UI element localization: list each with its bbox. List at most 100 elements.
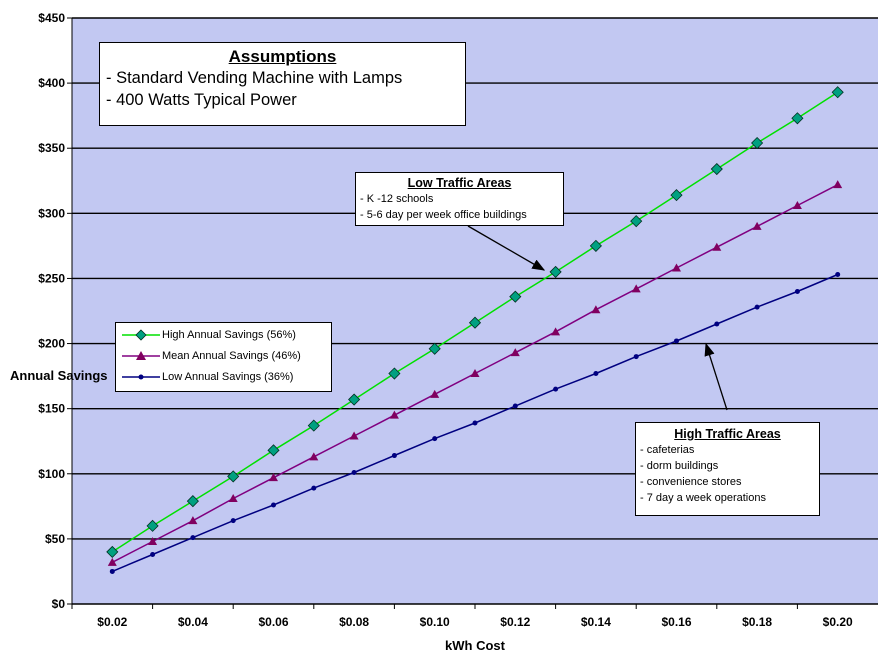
data-point	[430, 389, 440, 398]
y-tick-label: $100	[38, 467, 65, 481]
x-tick-label: $0.10	[420, 615, 450, 629]
data-point	[107, 557, 117, 566]
assumption-item: - 400 Watts Typical Power	[106, 91, 297, 109]
data-point	[186, 495, 199, 508]
assumptions-box: Assumptions - Standard Vending Machine w…	[99, 42, 466, 126]
data-point	[148, 536, 158, 545]
data-point	[428, 342, 441, 355]
data-point	[791, 112, 804, 125]
data-point	[714, 321, 720, 327]
data-point	[267, 444, 280, 457]
y-axis-title: Annual Savings	[10, 368, 108, 383]
x-tick-label: $0.04	[178, 615, 208, 629]
data-point	[190, 535, 196, 541]
high-traffic-callout: High Traffic Areas - cafeterias - dorm b…	[635, 422, 820, 516]
data-point	[512, 403, 518, 409]
x-tick-label: $0.08	[339, 615, 369, 629]
data-point	[351, 469, 357, 475]
data-point	[831, 86, 844, 99]
low-traffic-callout: Low Traffic Areas - K -12 schools - 5-6 …	[355, 172, 564, 226]
high-traffic-arrow	[704, 342, 728, 411]
legend-label: High Annual Savings (56%)	[162, 329, 296, 341]
x-tick-label: $0.20	[823, 615, 853, 629]
data-point	[551, 327, 561, 336]
legend-swatch-high	[122, 329, 160, 341]
callout-arrows	[467, 225, 728, 411]
assumptions-title: Assumptions	[228, 47, 337, 66]
data-point	[630, 215, 643, 228]
legend-item-high: High Annual Savings (56%)	[120, 327, 330, 347]
data-point	[311, 485, 317, 491]
y-tick-label: $150	[38, 402, 65, 416]
data-point	[150, 552, 156, 558]
data-point	[109, 568, 115, 574]
high-traffic-item: - 7 day a week operations	[640, 492, 766, 504]
data-point	[674, 338, 679, 344]
y-tick-label: $50	[45, 532, 65, 546]
legend-label: Low Annual Savings (36%)	[162, 371, 294, 383]
data-point	[307, 419, 320, 432]
data-point	[833, 180, 843, 189]
high-traffic-item: - convenience stores	[640, 476, 742, 488]
data-point	[835, 272, 841, 278]
low-traffic-title: Low Traffic Areas	[407, 176, 512, 190]
x-tick-label: $0.16	[661, 615, 691, 629]
data-point	[227, 470, 240, 483]
data-point	[388, 367, 401, 380]
y-axis-ticks: $0 $50 $100 $150 $200 $250 $300 $350 $400 $450	[38, 11, 72, 611]
data-point	[269, 473, 278, 482]
data-point	[106, 545, 119, 558]
x-tick-label: $0.18	[742, 615, 772, 629]
y-tick-label: $350	[38, 141, 65, 155]
data-point	[593, 371, 599, 377]
data-point	[752, 221, 762, 230]
data-point	[391, 453, 397, 459]
y-tick-label: $0	[52, 597, 66, 611]
data-point	[553, 386, 559, 392]
y-tick-label: $300	[38, 206, 65, 220]
data-point	[349, 431, 359, 440]
legend-item-low: Low Annual Savings (36%)	[120, 369, 330, 389]
data-point	[389, 410, 399, 419]
legend-label: Mean Annual Savings (46%)	[162, 350, 301, 362]
data-point	[589, 239, 602, 252]
data-point	[672, 263, 681, 272]
data-point	[146, 519, 159, 532]
data-point	[792, 201, 802, 210]
x-tick-label: $0.02	[97, 615, 127, 629]
y-tick-label: $400	[38, 76, 65, 90]
legend-swatch-mean	[122, 351, 160, 360]
data-point	[472, 420, 478, 426]
legend-item-mean: Mean Annual Savings (46%)	[120, 348, 330, 368]
data-point	[631, 284, 641, 293]
data-point	[633, 354, 639, 360]
x-tick-label: $0.14	[581, 615, 611, 629]
data-point	[794, 288, 800, 294]
y-tick-label: $250	[38, 271, 65, 285]
low-traffic-arrow	[467, 225, 546, 271]
high-traffic-title: High Traffic Areas	[674, 427, 781, 441]
x-axis-title: kWh Cost	[445, 638, 506, 653]
data-point	[510, 348, 520, 357]
data-point	[751, 136, 764, 150]
data-point	[188, 516, 198, 525]
high-traffic-item: - cafeterias	[640, 444, 695, 456]
data-point	[468, 316, 482, 329]
low-traffic-item: - 5-6 day per week office buildings	[360, 209, 527, 221]
y-tick-label: $450	[38, 11, 65, 25]
legend: High Annual Savings (56%) Mean Annual Sa…	[115, 322, 332, 392]
high-traffic-item: - dorm buildings	[640, 460, 719, 472]
data-point	[712, 242, 722, 251]
series-layer	[106, 86, 844, 574]
x-tick-label: $0.12	[500, 615, 530, 629]
data-point	[309, 452, 319, 461]
data-point	[271, 502, 276, 508]
data-point	[228, 494, 238, 503]
data-point	[754, 304, 760, 310]
assumption-item: - Standard Vending Machine with Lamps	[106, 69, 403, 87]
low-traffic-item: - K -12 schools	[360, 193, 434, 205]
data-point	[591, 305, 601, 314]
data-point	[432, 436, 438, 442]
data-point	[710, 162, 723, 176]
